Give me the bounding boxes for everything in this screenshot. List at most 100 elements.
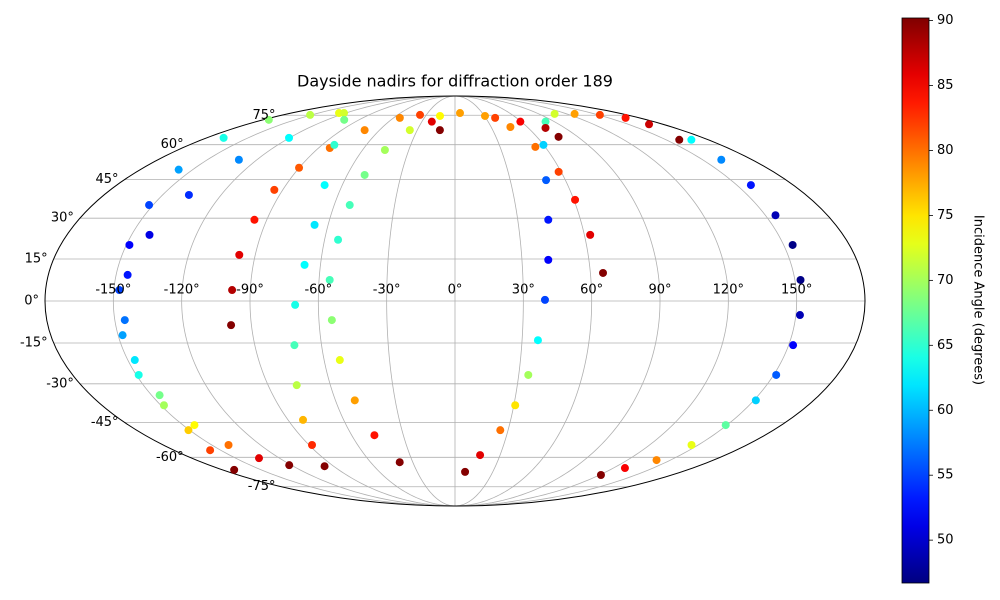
point bbox=[788, 240, 797, 249]
point bbox=[308, 441, 317, 450]
point bbox=[554, 167, 563, 176]
point bbox=[320, 462, 329, 471]
x-tick-label: -120° bbox=[164, 283, 200, 298]
colorbar-tick-label: 80 bbox=[937, 143, 954, 158]
point bbox=[325, 275, 334, 284]
point bbox=[334, 235, 343, 244]
point bbox=[687, 135, 696, 144]
x-tick-label: 30° bbox=[512, 283, 535, 298]
colorbar-label: Incidence Angle (degrees) bbox=[971, 215, 986, 385]
point bbox=[118, 331, 127, 340]
point bbox=[380, 145, 389, 154]
point bbox=[751, 396, 760, 405]
point bbox=[264, 115, 273, 124]
x-tick-label: -30° bbox=[373, 283, 401, 298]
point bbox=[228, 286, 237, 295]
point bbox=[595, 110, 604, 119]
point bbox=[155, 391, 164, 400]
point bbox=[795, 311, 804, 320]
point bbox=[491, 113, 500, 122]
point bbox=[174, 165, 183, 174]
point bbox=[290, 341, 299, 350]
point bbox=[541, 123, 550, 132]
point bbox=[717, 155, 726, 164]
point bbox=[190, 421, 199, 430]
point bbox=[496, 426, 505, 435]
point bbox=[120, 316, 129, 325]
point bbox=[115, 286, 124, 295]
y-tick-label: -30° bbox=[46, 376, 74, 391]
point bbox=[370, 431, 379, 440]
point bbox=[327, 316, 336, 325]
point bbox=[224, 441, 233, 450]
point bbox=[687, 441, 696, 450]
point bbox=[395, 458, 404, 467]
x-tick-label: 90° bbox=[648, 283, 671, 298]
point bbox=[721, 421, 730, 430]
point bbox=[270, 185, 279, 194]
point bbox=[436, 111, 445, 120]
point bbox=[184, 190, 193, 199]
point bbox=[227, 321, 236, 330]
point bbox=[435, 126, 444, 135]
point bbox=[531, 142, 540, 151]
point bbox=[285, 133, 294, 142]
y-tick-label: 0° bbox=[24, 294, 39, 309]
point bbox=[796, 275, 805, 284]
point bbox=[506, 122, 515, 131]
point bbox=[554, 132, 563, 141]
x-tick-label: -60° bbox=[304, 283, 332, 298]
point bbox=[550, 109, 559, 118]
point bbox=[544, 255, 553, 264]
point bbox=[219, 133, 228, 142]
point bbox=[620, 464, 629, 473]
colorbar-tick-label: 60 bbox=[937, 403, 954, 418]
colorbar-tick-label: 70 bbox=[937, 273, 954, 288]
x-tick-label: 150° bbox=[781, 283, 812, 298]
point bbox=[596, 471, 605, 480]
point bbox=[340, 109, 349, 118]
point bbox=[771, 211, 780, 220]
y-tick-label: 60° bbox=[161, 137, 184, 152]
point bbox=[292, 381, 301, 390]
point bbox=[340, 115, 349, 124]
point bbox=[416, 110, 425, 119]
colorbar-tick-label: 90 bbox=[937, 13, 954, 28]
point bbox=[395, 113, 404, 122]
point bbox=[300, 260, 309, 269]
point bbox=[345, 201, 354, 210]
point bbox=[335, 356, 344, 365]
point bbox=[539, 140, 548, 149]
point bbox=[145, 230, 154, 239]
y-tick-label: -45° bbox=[91, 415, 119, 430]
point bbox=[350, 396, 359, 405]
y-tick-label: -60° bbox=[156, 450, 184, 465]
point bbox=[541, 117, 550, 126]
point bbox=[586, 230, 595, 239]
point bbox=[405, 126, 414, 135]
point bbox=[571, 195, 580, 204]
point bbox=[234, 155, 243, 164]
point bbox=[570, 109, 579, 118]
y-tick-label: 75° bbox=[252, 108, 275, 123]
point bbox=[255, 454, 264, 463]
point bbox=[772, 370, 781, 379]
colorbar-tick-label: 65 bbox=[937, 338, 954, 353]
point bbox=[461, 467, 470, 476]
point bbox=[524, 370, 533, 379]
map-boundary bbox=[44, 95, 866, 507]
point bbox=[235, 250, 244, 259]
point bbox=[123, 270, 132, 279]
point bbox=[540, 295, 549, 304]
point bbox=[645, 120, 654, 129]
chart-title: Dayside nadirs for diffraction order 189 bbox=[297, 72, 613, 91]
point bbox=[675, 135, 684, 144]
point bbox=[652, 456, 661, 465]
y-tick-label: -15° bbox=[20, 335, 48, 350]
point bbox=[789, 341, 798, 350]
y-tick-label: 15° bbox=[25, 252, 48, 267]
colorbar-tick-label: 75 bbox=[937, 208, 954, 223]
point bbox=[184, 426, 193, 435]
point bbox=[295, 163, 304, 172]
